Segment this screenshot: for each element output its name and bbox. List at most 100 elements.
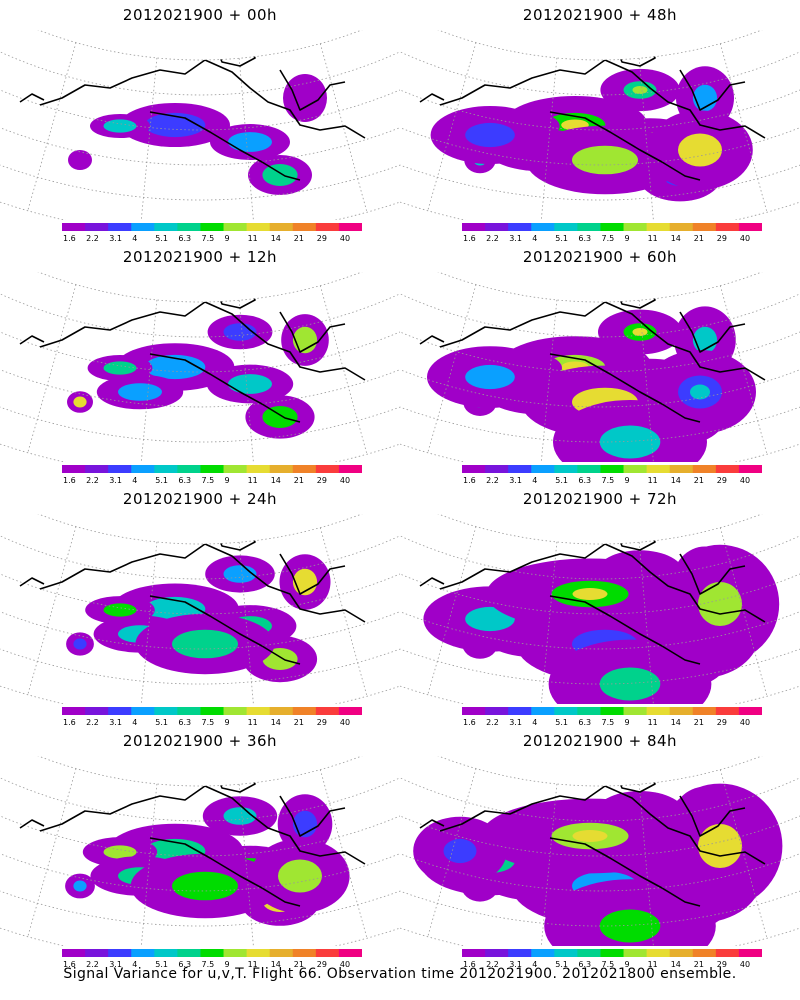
colorbar-swatch — [554, 949, 578, 957]
colorbar-swatch — [200, 465, 224, 473]
colorbar-label: 9 — [225, 234, 230, 243]
colorbar-label: 29 — [717, 960, 727, 969]
polar-map — [400, 514, 800, 704]
colorbar-label: 21 — [694, 960, 704, 969]
colorbar-swatch — [223, 949, 248, 957]
colorbar-swatch — [269, 223, 294, 231]
colorbar-swatch — [315, 223, 340, 231]
colorbar-label: 11 — [648, 960, 658, 969]
colorbar-swatch — [669, 223, 694, 231]
colorbar-label: 2.2 — [86, 234, 99, 243]
colorbar-label: 21 — [694, 234, 704, 243]
colorbar-swatch — [315, 949, 340, 957]
map-panel: 2012021900 + 48h 1.6 2.2 3.1 4 5.1 6.3 7.5 9 11 14… — [400, 0, 800, 243]
colorbar-swatch — [692, 949, 717, 957]
colorbar-label: 40 — [340, 960, 350, 969]
graticule — [400, 514, 800, 704]
colorbar-label: 4 — [532, 960, 537, 969]
colorbar-label: 5.1 — [555, 718, 568, 727]
colorbar-swatch — [177, 465, 201, 473]
colorbar-swatch — [462, 707, 486, 715]
colorbar-label: 7.5 — [602, 234, 615, 243]
colorbar-swatch — [246, 223, 271, 231]
colorbar-label: 14 — [271, 476, 281, 485]
colorbar-label: 2.2 — [486, 960, 499, 969]
colorbar-swatch — [154, 465, 178, 473]
graticule — [0, 272, 400, 462]
panel-title: 2012021900 + 00h — [122, 6, 278, 24]
colorbar-label: 29 — [717, 234, 727, 243]
map-panel: 2012021900 + 72h 1.6 2.2 3.1 4 5.1 6.3 7.5 9 11 14… — [400, 484, 800, 727]
colorbar-swatch — [600, 223, 624, 231]
polar-map — [0, 30, 400, 220]
colorbar-label: 1.6 — [63, 476, 76, 485]
colorbar-swatch — [715, 223, 740, 231]
colorbar-label: 11 — [248, 718, 258, 727]
colorbar-swatch — [338, 465, 362, 473]
polar-map — [400, 30, 800, 220]
colorbar-label: 21 — [694, 718, 704, 727]
colorbar-swatch — [200, 949, 224, 957]
colorbar-swatch — [62, 707, 86, 715]
colorbar-swatch — [623, 465, 648, 473]
colorbar-swatch — [85, 707, 109, 715]
colorbar-label: 14 — [271, 234, 281, 243]
colorbar-label: 3.1 — [509, 234, 522, 243]
panel-title: 2012021900 + 36h — [122, 732, 278, 750]
colorbar-swatch — [623, 949, 648, 957]
polar-map — [0, 514, 400, 704]
map-panel-grid: 2012021900 + 00h 1.6 2.2 3.1 4 5.1 6.3 7.5 9 11 14… — [0, 0, 800, 969]
colorbar: 1.6 2.2 3.1 4 5.1 6.3 7.5 9 11 14 21 29 40 — [62, 949, 362, 969]
colorbar-label: 6.3 — [578, 718, 591, 727]
colorbar: 1.6 2.2 3.1 4 5.1 6.3 7.5 9 11 14 21 29 40 — [462, 707, 762, 727]
colorbar-label: 29 — [717, 476, 727, 485]
colorbar-label: 14 — [671, 234, 681, 243]
colorbar-swatch — [292, 465, 317, 473]
panel-title: 2012021900 + 72h — [522, 490, 678, 508]
colorbar: 1.6 2.2 3.1 4 5.1 6.3 7.5 9 11 14 21 29 40 — [62, 465, 362, 485]
variance-field — [65, 794, 350, 926]
colorbar-swatch — [315, 707, 340, 715]
colorbar-swatch — [554, 465, 578, 473]
colorbar-swatch — [246, 949, 271, 957]
colorbar-swatch — [600, 707, 624, 715]
colorbar-label: 6.3 — [578, 234, 591, 243]
coastline — [19, 39, 366, 181]
colorbar-label: 40 — [740, 476, 750, 485]
colorbar-label: 21 — [694, 476, 704, 485]
variance-field — [66, 554, 331, 683]
colorbar-swatch — [62, 949, 86, 957]
colorbar-label: 5.1 — [555, 234, 568, 243]
colorbar-label: 14 — [671, 960, 681, 969]
colorbar-label: 1.6 — [463, 960, 476, 969]
colorbar: 1.6 2.2 3.1 4 5.1 6.3 7.5 9 11 14 21 29 40 — [462, 223, 762, 243]
panel-title: 2012021900 + 84h — [522, 732, 678, 750]
colorbar-label: 6.3 — [178, 234, 191, 243]
graticule — [0, 756, 400, 946]
colorbar-label: 4 — [532, 718, 537, 727]
colorbar-swatch — [485, 707, 509, 715]
colorbar-label: 9 — [225, 960, 230, 969]
colorbar-label: 14 — [271, 960, 281, 969]
map-panel: 2012021900 + 36h 1.6 2.2 3.1 4 5.1 6.3 7.5 9 11 14… — [0, 726, 400, 969]
colorbar-swatch — [646, 223, 671, 231]
colorbar-swatch — [738, 949, 762, 957]
colorbar-label: 4 — [532, 476, 537, 485]
colorbar-swatch — [177, 707, 201, 715]
coastline — [419, 765, 766, 907]
colorbar-swatch — [738, 707, 762, 715]
variance-field — [427, 306, 756, 462]
colorbar-label: 40 — [740, 234, 750, 243]
colorbar-label: 7.5 — [602, 960, 615, 969]
colorbar-label: 1.6 — [63, 960, 76, 969]
colorbar-label: 11 — [248, 960, 258, 969]
colorbar-swatch — [154, 223, 178, 231]
colorbar-swatch — [338, 223, 362, 231]
colorbar-label: 40 — [340, 718, 350, 727]
colorbar-swatch — [669, 949, 694, 957]
colorbar-label: 40 — [340, 476, 350, 485]
colorbar-swatch — [200, 223, 224, 231]
colorbar-swatch — [269, 949, 294, 957]
colorbar-label: 40 — [740, 718, 750, 727]
panel-title: 2012021900 + 12h — [122, 248, 278, 266]
